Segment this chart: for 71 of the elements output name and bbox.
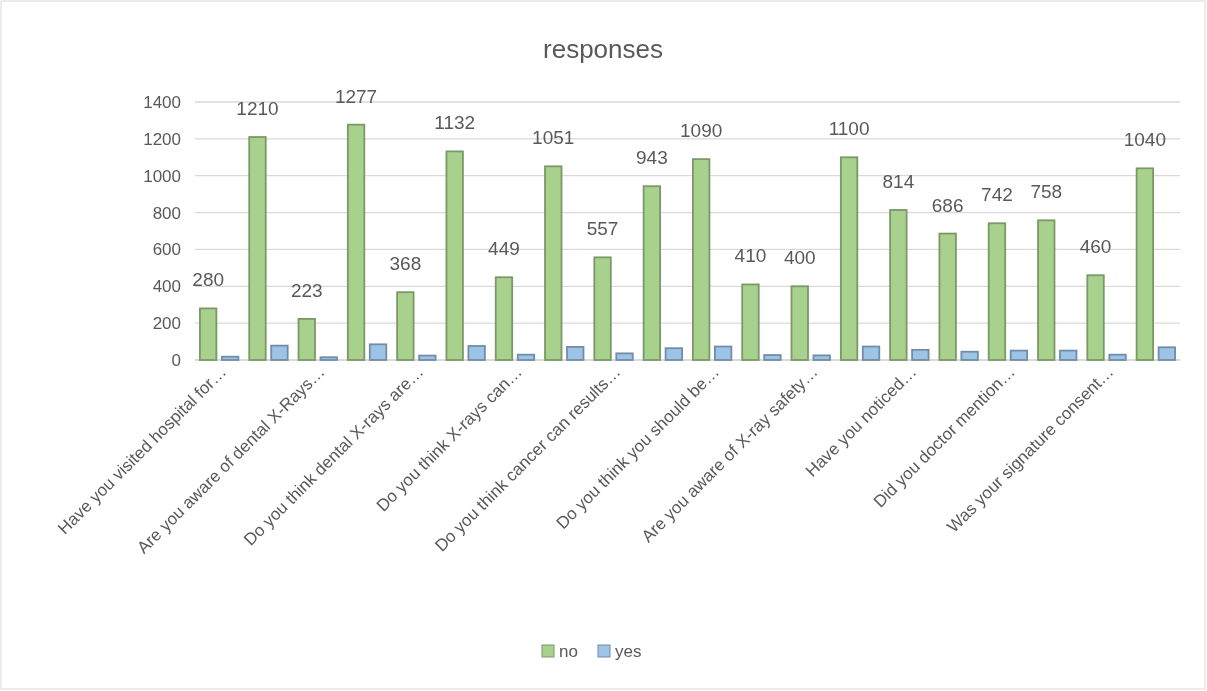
bar [593, 256, 612, 361]
bar [714, 345, 733, 361]
data-label: 460 [1079, 236, 1112, 258]
y-tick-label: 1400 [143, 92, 181, 112]
bar [221, 355, 240, 361]
bar [1009, 349, 1029, 361]
bar [566, 346, 585, 361]
bar [319, 356, 338, 361]
bar [692, 158, 711, 361]
y-tick-label: 200 [152, 314, 181, 334]
data-label: 1040 [1123, 129, 1166, 151]
bar [297, 318, 316, 361]
data-label: 742 [981, 184, 1013, 206]
data-label: 814 [882, 170, 915, 192]
data-label: 943 [636, 147, 668, 169]
bar [368, 343, 388, 361]
bar [790, 285, 809, 361]
bar [1059, 349, 1078, 361]
data-label: 1132 [434, 112, 476, 134]
bar [1108, 353, 1127, 361]
bar [1086, 274, 1105, 361]
y-tick-label: 1000 [143, 166, 181, 186]
data-label: 557 [586, 218, 619, 240]
bar [615, 352, 634, 361]
bar [664, 347, 683, 361]
y-tick-label: 1200 [143, 129, 181, 149]
bar [346, 123, 366, 361]
bar [248, 136, 267, 361]
bar [270, 344, 289, 361]
bar [911, 348, 930, 361]
bar [396, 291, 415, 361]
bar [445, 150, 464, 361]
bar [861, 345, 881, 361]
y-tick-label: 400 [152, 277, 181, 297]
bar [1135, 167, 1154, 361]
data-label: 400 [783, 247, 816, 269]
bar [516, 353, 536, 361]
bar [494, 276, 514, 361]
bar [889, 209, 908, 361]
bar [839, 156, 859, 361]
data-label: 1277 [334, 85, 378, 107]
data-label: 686 [931, 194, 964, 216]
data-label: 1100 [828, 118, 870, 140]
bar [960, 350, 979, 361]
data-label: 223 [290, 279, 323, 301]
chart-title: responses [543, 34, 663, 64]
bar [1157, 346, 1176, 361]
bar [938, 232, 957, 361]
bar [812, 354, 831, 361]
bar [987, 222, 1007, 361]
y-tick-label: 800 [152, 203, 181, 223]
bar [642, 185, 661, 361]
data-label: 758 [1030, 181, 1063, 203]
y-tick-label: 0 [171, 350, 181, 370]
legend-label: no [559, 642, 578, 661]
bar [763, 354, 782, 361]
data-label: 410 [734, 245, 767, 267]
bar [741, 283, 760, 361]
bar [467, 345, 486, 361]
y-tick-label: 600 [152, 240, 181, 260]
bar [1037, 219, 1056, 361]
data-label: 449 [488, 238, 520, 260]
legend-label: yes [615, 642, 642, 661]
data-label: 1210 [236, 98, 279, 120]
data-label: 1051 [532, 127, 575, 149]
bar [544, 165, 563, 361]
data-label: 1090 [680, 120, 723, 142]
data-label: 368 [389, 253, 422, 275]
data-label: 280 [192, 269, 225, 291]
bar [199, 307, 218, 361]
bar [418, 354, 437, 361]
